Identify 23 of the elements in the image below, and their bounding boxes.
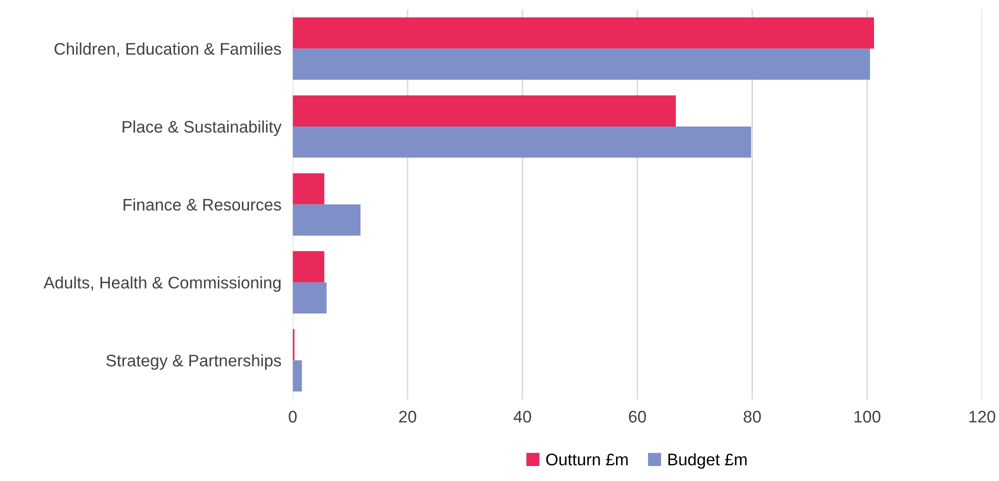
legend-label: Outturn £m <box>546 454 628 466</box>
bar <box>292 282 327 314</box>
x-tick-label: 20 <box>399 410 416 423</box>
x-tick-label: 100 <box>854 410 880 423</box>
legend-label: Budget £m <box>668 453 747 469</box>
y-tick-label: Finance & Resources <box>124 198 282 211</box>
y-tick-label: Strategy & Partnerships <box>106 354 282 370</box>
bar <box>292 173 324 204</box>
x-tick-label: 40 <box>514 410 532 423</box>
x-tick-label: 80 <box>744 410 761 423</box>
y-tick-label: Adults, Health & Commissioning <box>44 276 281 292</box>
bar <box>292 251 324 282</box>
y-tick-label: Children, Education & Families <box>54 42 282 57</box>
bar <box>292 95 676 127</box>
x-tick-label: 120 <box>969 410 996 423</box>
bar <box>292 17 874 49</box>
x-tick-label: 60 <box>628 410 646 423</box>
x-tick-label: 0 <box>288 410 297 423</box>
bar <box>292 126 752 158</box>
bar <box>292 48 870 80</box>
y-tick-label: Place & Sustainability <box>122 120 282 136</box>
bar <box>292 204 360 236</box>
bar <box>292 360 302 392</box>
